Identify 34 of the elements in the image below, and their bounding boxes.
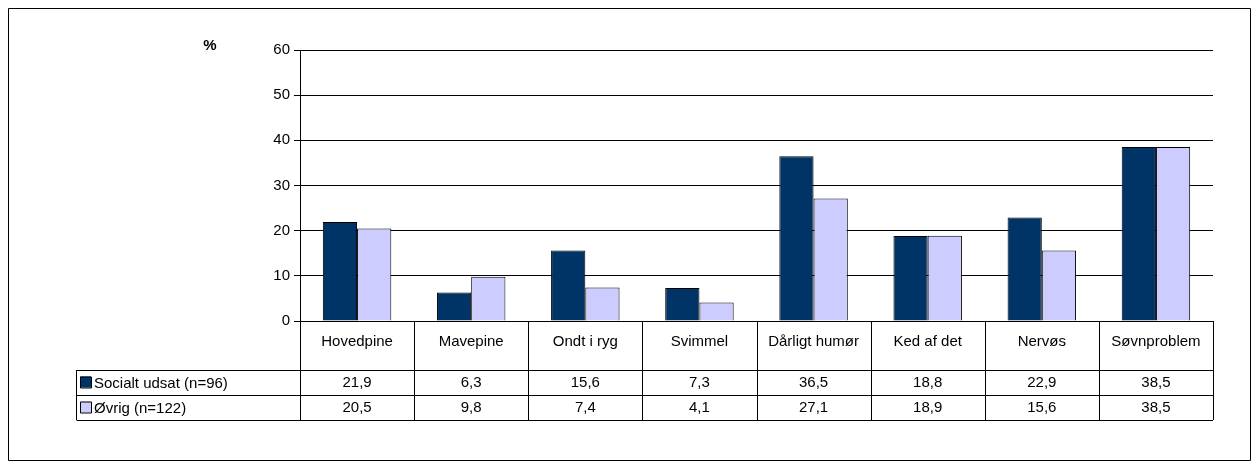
x-tick-label: Svimmel — [670, 332, 729, 350]
x-tick-label: Ondt i ryg — [552, 332, 618, 350]
y-tick-label: 50 — [273, 85, 290, 103]
data-label: 15,6 — [570, 372, 600, 390]
x-tick-label: Nervøs — [1017, 332, 1066, 350]
data-label: 7,3 — [689, 372, 710, 390]
y-tick-label: 60 — [273, 40, 290, 58]
x-tick-label: Søvnproblem — [1111, 332, 1201, 350]
legend-label: Øvrig (n=122) — [94, 398, 187, 416]
data-label: 21,9 — [342, 372, 372, 390]
y-tick-label: 20 — [273, 220, 290, 238]
data-label: 22,9 — [1027, 372, 1057, 390]
data-label: 7,4 — [574, 397, 596, 415]
data-label: 27,1 — [798, 397, 829, 415]
y-tick-label: 10 — [273, 265, 290, 283]
data-label: 20,5 — [342, 397, 372, 415]
data-label: 15,6 — [1027, 397, 1057, 415]
y-tick-label: 30 — [273, 175, 290, 193]
legend-label: Socialt udsat (n=96) — [94, 373, 228, 391]
data-label: 9,8 — [460, 397, 482, 415]
data-label: 38,5 — [1141, 372, 1171, 390]
y-axis-title: % — [203, 36, 217, 54]
x-tick-label: Mavepine — [438, 332, 504, 350]
data-label: 36,5 — [798, 372, 829, 390]
x-tick-label: Ked af det — [893, 332, 963, 350]
y-tick-label: 40 — [273, 130, 290, 148]
y-tick-label: 0 — [281, 311, 290, 329]
data-label: 6,3 — [460, 372, 482, 390]
x-tick-label: Hovedpine — [321, 332, 393, 350]
data-label: 18,9 — [913, 397, 943, 415]
data-label: 4,1 — [689, 397, 710, 415]
data-label: 18,8 — [913, 372, 943, 390]
x-tick-label: Dårligt humør — [768, 332, 859, 350]
data-label: 38,5 — [1141, 397, 1171, 415]
